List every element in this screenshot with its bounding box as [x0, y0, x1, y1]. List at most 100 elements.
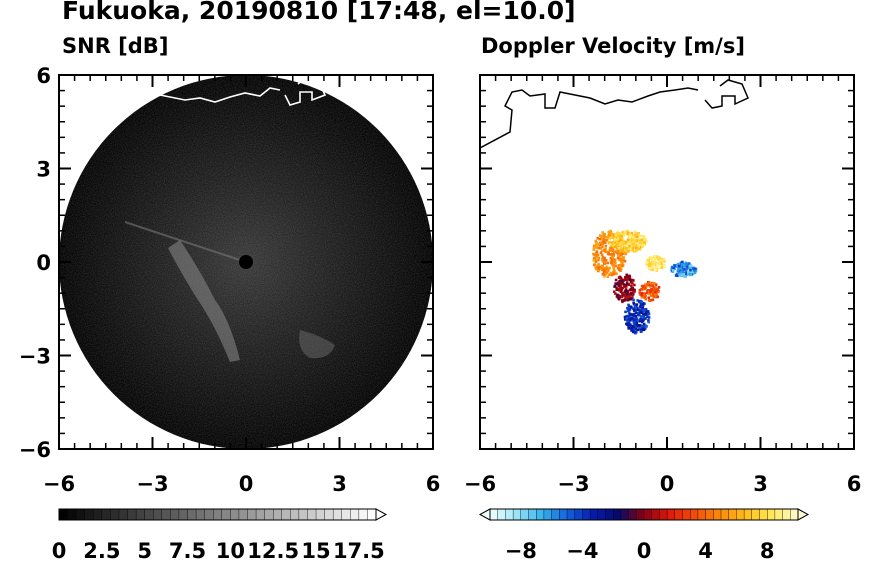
doppler-echo-cell	[629, 234, 633, 238]
doppler-echo-cell	[618, 268, 621, 272]
doppler-echo-cell	[630, 313, 634, 316]
colorbar-bin	[350, 508, 360, 521]
doppler-echo-cell	[644, 284, 648, 288]
doppler-echo-cell	[604, 266, 607, 270]
doppler-echo-cell	[658, 264, 662, 268]
doppler-echo-cell	[654, 286, 657, 289]
doppler-echo-cell	[631, 328, 634, 332]
colorbar-bin	[528, 508, 537, 521]
doppler-echo-cell	[626, 306, 629, 310]
doppler-echo-cell	[686, 270, 690, 274]
doppler-echo-cell	[641, 312, 645, 316]
doppler-echo-cell	[679, 271, 682, 274]
doppler-echo-cell	[693, 269, 696, 272]
doppler-colorbar: −8 −4 0 4 8	[478, 508, 810, 563]
doppler-echo-cell	[629, 280, 633, 284]
doppler-echo-cell	[630, 284, 633, 288]
colorbar-bin	[298, 508, 308, 521]
doppler-echo-cell	[641, 327, 645, 331]
doppler-echo-cell	[652, 295, 656, 299]
doppler-echo-cell	[625, 247, 628, 250]
doppler-echo-cell	[599, 247, 602, 250]
colorbar-bin	[736, 508, 745, 521]
doppler-echo-cell	[634, 307, 637, 310]
colorbar-extend-min	[478, 508, 491, 521]
snr-axis-ticks	[58, 74, 434, 450]
colorbar-bin	[272, 508, 283, 521]
doppler-echo-cell	[660, 262, 663, 266]
doppler-echo-cell	[642, 235, 645, 238]
colorbar-bin	[759, 508, 768, 521]
doppler-echo-cell	[648, 262, 651, 265]
doppler-echo-cell	[653, 257, 656, 260]
doppler-echo-cell	[634, 331, 637, 335]
doppler-echo-cell	[607, 252, 610, 256]
colorbar-bin	[153, 508, 163, 521]
doppler-echo-cell	[647, 296, 651, 300]
doppler-echo-cell	[633, 283, 636, 287]
colorbar-bin	[589, 508, 599, 521]
doppler-echo-cell	[602, 269, 606, 273]
doppler-echo-cell	[627, 295, 631, 299]
snr-bright-echo	[168, 240, 240, 362]
doppler-echo-cell	[627, 283, 631, 286]
colorbar-bin	[697, 508, 707, 521]
colorbar-bin	[101, 508, 111, 521]
y-tick-label: 3	[36, 158, 51, 182]
doppler-echo-cell	[601, 259, 605, 263]
doppler-coastline	[480, 87, 699, 149]
doppler-echo-cell	[654, 283, 658, 286]
doppler-echo-cell	[592, 259, 596, 262]
doppler-echo-cell	[636, 325, 640, 328]
doppler-echo-cell	[632, 326, 635, 329]
colorbar-bin	[666, 508, 676, 521]
doppler-echo-cell	[651, 298, 655, 302]
doppler-echo-cell	[655, 255, 659, 259]
doppler-echo-cell	[636, 299, 639, 302]
doppler-echo-cell	[647, 316, 651, 319]
colorbar-tick-label: 0	[52, 539, 67, 563]
doppler-echo-cell	[626, 290, 630, 294]
doppler-echo-cell	[659, 261, 662, 264]
doppler-echo-cell	[603, 274, 606, 278]
doppler-echo-cell	[596, 264, 599, 268]
doppler-echo-cell	[638, 326, 642, 329]
doppler-echo-cell	[597, 256, 600, 260]
doppler-echo-cell	[621, 237, 625, 240]
doppler-echo-cell	[615, 272, 618, 276]
doppler-echo-cell	[626, 298, 630, 302]
doppler-echo-cell	[656, 290, 660, 294]
colorbar-bin	[161, 508, 171, 521]
doppler-echo-cell	[619, 282, 623, 286]
x-tick-label: 0	[660, 472, 675, 496]
doppler-echo-cell	[611, 255, 614, 258]
doppler-echo-cell	[647, 312, 651, 316]
y-tick-label: −3	[19, 345, 51, 369]
doppler-echo-cell	[646, 310, 650, 313]
y-tick-label: −6	[19, 438, 51, 462]
doppler-echo-cell	[663, 264, 666, 268]
doppler-echo-cell	[601, 273, 605, 276]
colorbar-bin	[582, 508, 591, 521]
doppler-echo-cell	[619, 277, 622, 280]
doppler-echo-cell	[600, 253, 604, 257]
doppler-echo-cell	[638, 305, 642, 309]
doppler-echo-cell	[628, 244, 631, 248]
doppler-echo-cell	[639, 234, 642, 238]
doppler-echo-cell	[608, 229, 612, 233]
doppler-echo-cell	[621, 286, 624, 290]
doppler-echo-cell	[634, 314, 638, 318]
colorbar-bin	[520, 508, 529, 521]
doppler-echo-cell	[595, 255, 598, 258]
doppler-echo-cell	[600, 268, 604, 272]
doppler-echo-cell	[608, 246, 612, 250]
x-tick-label: −3	[136, 472, 168, 496]
doppler-echo-cell	[632, 242, 635, 245]
doppler-echo-cell	[604, 247, 607, 251]
doppler-echo-cell	[640, 240, 644, 244]
doppler-echo-cell	[627, 322, 631, 325]
doppler-echo-cell	[630, 278, 633, 282]
doppler-echo-cell	[607, 241, 611, 244]
colorbar-bin	[135, 508, 146, 521]
